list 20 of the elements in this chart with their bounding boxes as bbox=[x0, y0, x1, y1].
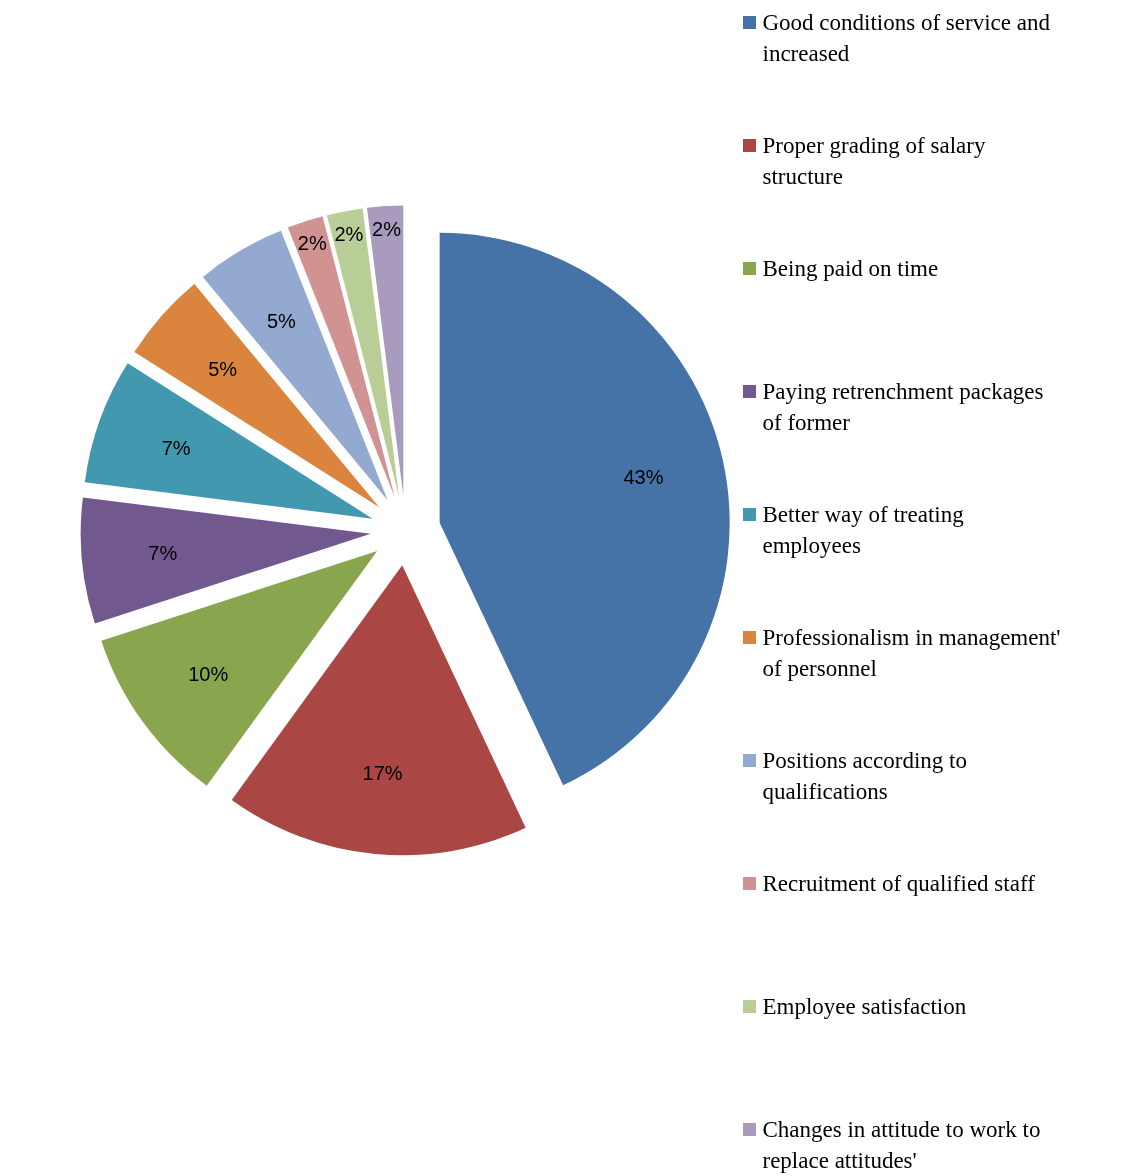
legend-label: Being paid on time bbox=[762, 256, 939, 281]
legend-label: Good conditions of service and increased bbox=[762, 10, 1051, 66]
legend-label: Paying retrenchment packages of former bbox=[762, 379, 1044, 435]
data-label: 43% bbox=[623, 466, 664, 489]
data-label: 5% bbox=[208, 358, 238, 381]
legend-label: Employee satisfaction bbox=[762, 994, 967, 1019]
data-label: 2% bbox=[297, 232, 327, 255]
data-label: 7% bbox=[148, 542, 178, 565]
legend-label: Recruitment of qualified staff bbox=[762, 871, 1036, 896]
legend-label: Proper grading of salary structure bbox=[762, 133, 986, 189]
legend-label: Professionalism in management' of personnel bbox=[762, 625, 1061, 681]
legend-label: Positions according to qualifications bbox=[762, 748, 967, 804]
data-label: 10% bbox=[188, 662, 229, 685]
data-label: 5% bbox=[266, 309, 297, 332]
data-label: 2% bbox=[334, 223, 364, 246]
legend-label: Changes in attitude to work to replace attitudes' bbox=[762, 1117, 1041, 1173]
data-label: 7% bbox=[161, 436, 191, 459]
legend-label: Better way of treating employees bbox=[762, 502, 965, 558]
data-label: 17% bbox=[362, 762, 403, 785]
data-label: 2% bbox=[372, 218, 402, 241]
